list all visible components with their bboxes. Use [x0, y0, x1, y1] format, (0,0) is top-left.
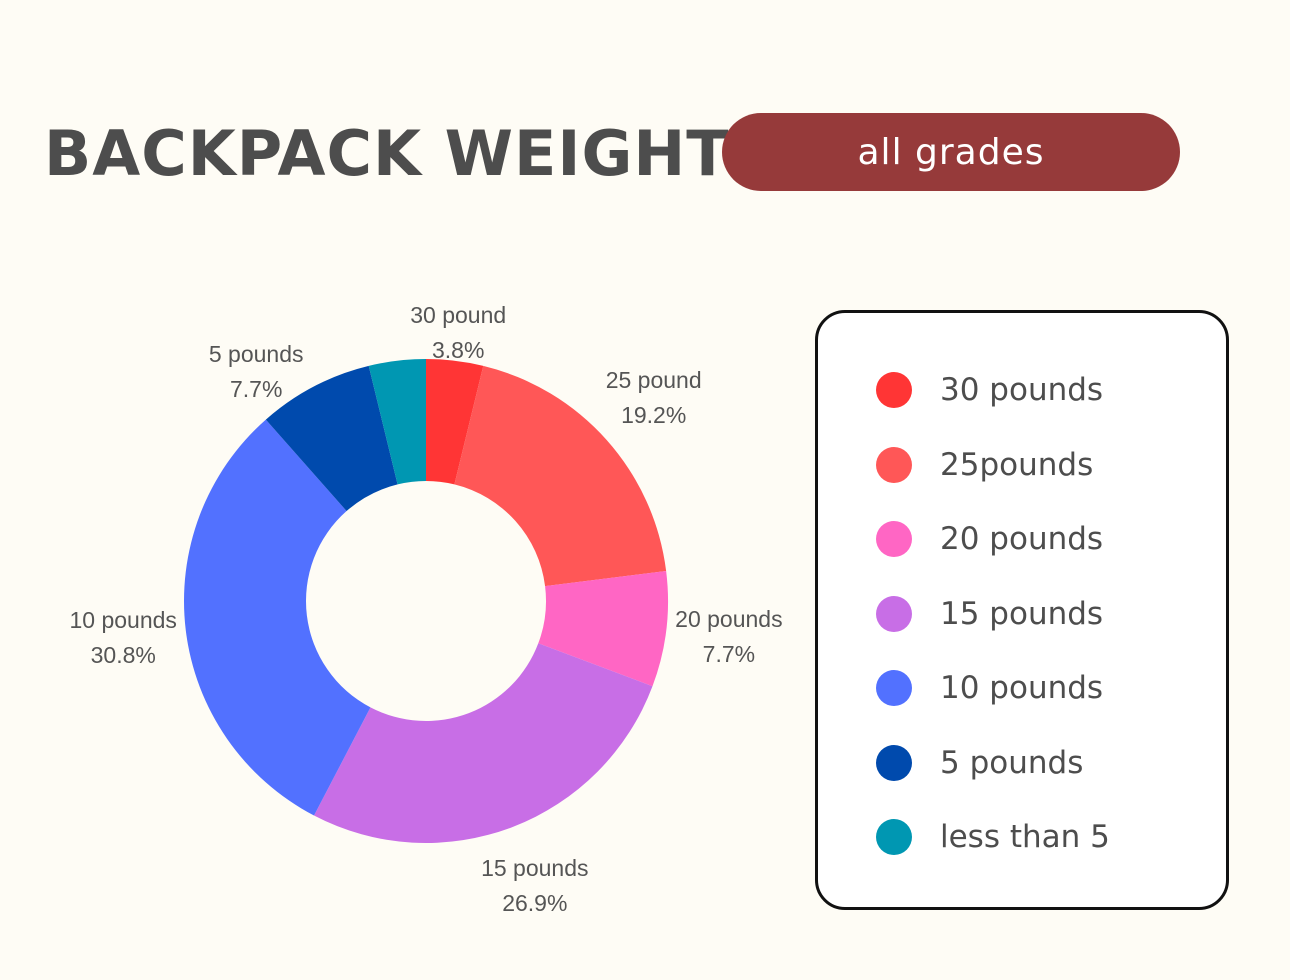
slice-value-label: 3.8% [432, 337, 484, 363]
grade-filter-badge: all grades [722, 113, 1180, 191]
slice-category-label: 10 pounds [70, 607, 177, 633]
donut-slice-5 [265, 365, 398, 512]
grade-filter-label: all grades [857, 131, 1045, 173]
legend-label: 15 pounds [940, 595, 1104, 632]
legend-swatch [876, 372, 912, 408]
slice-category-label: 5 pounds [209, 341, 304, 367]
donut-slice-4 [184, 419, 371, 816]
chart-legend: 30 pounds 25pounds 20 pounds 15 pounds 10 po… [815, 310, 1229, 910]
legend-item: 25pounds [876, 445, 1093, 485]
slice-value-label: 30.8% [91, 642, 156, 668]
legend-item: 30 pounds [876, 370, 1103, 410]
legend-swatch [876, 521, 912, 557]
legend-item: 20 pounds [876, 519, 1103, 559]
legend-label: 30 pounds [940, 372, 1104, 408]
slice-category-label: 20 pounds [675, 606, 782, 632]
slice-value-label: 26.9% [502, 890, 567, 916]
slice-label-1: 25 pound 19.2% [606, 367, 702, 428]
slice-label-0: 30 pound 3.8% [410, 302, 506, 363]
slice-value-label: 7.7% [230, 376, 282, 402]
slice-label-2: 20 pounds 7.7% [675, 606, 782, 667]
legend-label: 20 pounds [940, 521, 1104, 557]
legend-item: 15 pounds [876, 594, 1103, 634]
legend-swatch [876, 819, 912, 855]
donut-slice-0 [426, 359, 484, 485]
slice-value-label: 7.7% [703, 641, 755, 667]
slice-label-4: 10 pounds 30.8% [70, 607, 177, 668]
donut-slice-3 [314, 643, 653, 843]
legend-swatch [876, 670, 912, 706]
donut-chart: 30 pound 3.8% 25 pound 19.2% 20 pounds 7.7% 15… [70, 302, 783, 916]
chart-title: BACKPACK WEIGHT [44, 117, 730, 190]
slice-label-5: 5 pounds 7.7% [209, 341, 304, 402]
legend-item: 10 pounds [876, 668, 1103, 708]
slice-category-label: 30 pound [410, 302, 506, 328]
legend-item: 5 pounds [876, 743, 1083, 783]
donut-slice-1 [454, 365, 667, 587]
donut-slice-6 [368, 359, 426, 485]
legend-swatch [876, 744, 912, 781]
legend-label: 5 pounds [940, 744, 1084, 781]
legend-swatch [876, 446, 912, 483]
slice-value-label: 19.2% [621, 402, 686, 428]
slice-category-label: 15 pounds [481, 855, 588, 881]
donut-slice-2 [538, 571, 668, 687]
legend-label: 25pounds [940, 446, 1094, 483]
legend-item: less than 5 [876, 817, 1110, 857]
legend-swatch [876, 595, 912, 632]
slice-label-3: 15 pounds 26.9% [481, 855, 588, 916]
legend-label: less than 5 [940, 819, 1110, 855]
slice-category-label: 25 pound [606, 367, 702, 393]
legend-label: 10 pounds [940, 670, 1104, 706]
